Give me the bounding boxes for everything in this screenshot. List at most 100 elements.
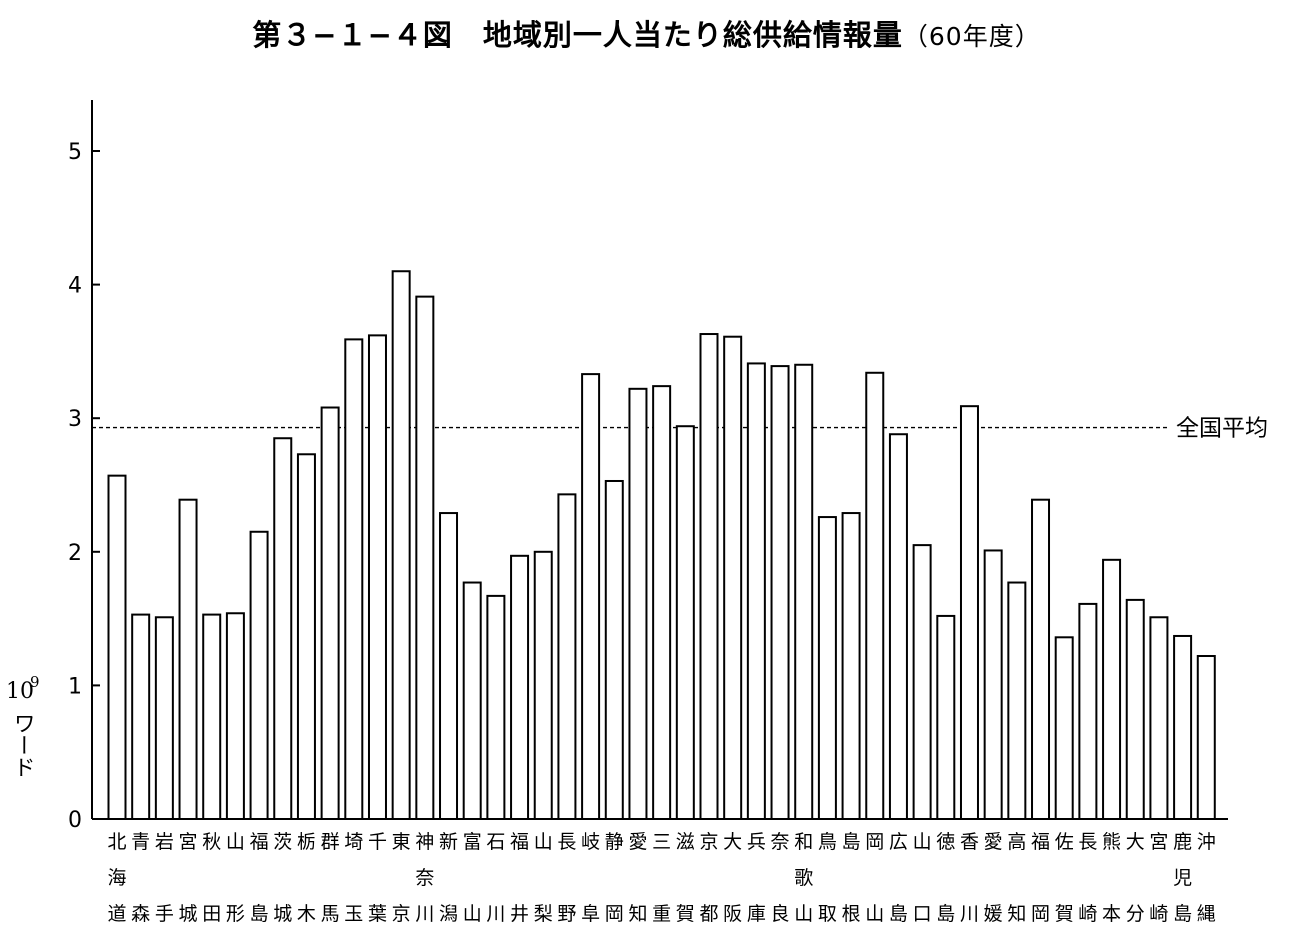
bar xyxy=(1007,581,1027,821)
x-tick-label: 山 xyxy=(226,831,245,853)
bar xyxy=(1031,498,1051,820)
x-tick-label: 兵 xyxy=(747,831,766,853)
x-tick-label: 福 xyxy=(250,831,269,853)
x-tick-label: 媛 xyxy=(984,903,1003,925)
y-unit-base: 10 xyxy=(6,679,34,704)
x-tick-label: 千 xyxy=(368,831,387,853)
x-tick-label: 福 xyxy=(510,831,529,853)
bar xyxy=(391,270,411,820)
x-tick-label: 大 xyxy=(723,831,742,853)
bar xyxy=(1173,634,1193,821)
x-tick-label: 知 xyxy=(628,903,647,925)
x-tick-label: 玉 xyxy=(344,903,363,925)
bar xyxy=(604,479,624,820)
x-tick-label: 新 xyxy=(439,831,458,853)
x-tick-label: 児 xyxy=(1173,867,1192,889)
x-tick-label: 野 xyxy=(557,903,576,925)
bar xyxy=(367,334,387,820)
bar xyxy=(841,512,861,821)
x-tick-label: 長 xyxy=(557,831,576,853)
x-tick-label: 山 xyxy=(534,831,553,853)
bar xyxy=(486,594,506,820)
x-tick-label: 群 xyxy=(321,831,340,853)
y-unit-word: ワード xyxy=(10,712,35,778)
bar xyxy=(1078,602,1098,820)
bar xyxy=(533,550,553,820)
x-tick-label: 川 xyxy=(960,903,979,925)
bar xyxy=(320,406,340,820)
x-tick-label: 岡 xyxy=(865,831,884,853)
x-tick-label: 岐 xyxy=(581,831,600,853)
bar xyxy=(107,474,127,820)
bar xyxy=(510,554,530,820)
bar xyxy=(344,338,364,820)
y-tick-label: 0 xyxy=(68,808,82,833)
x-tick-label: 海 xyxy=(107,867,126,889)
y-tick-label: 4 xyxy=(68,274,82,299)
x-tick-label: 崎 xyxy=(1078,903,1097,925)
x-tick-label: 口 xyxy=(913,903,932,925)
bar xyxy=(675,425,695,820)
chart-title: 第３−１−４図 地域別一人当たり総供給情報量（60年度） xyxy=(0,12,1293,54)
x-tick-label: 重 xyxy=(652,903,671,925)
x-tick-label: 東 xyxy=(392,831,411,853)
bar xyxy=(415,295,435,820)
x-tick-label: 島 xyxy=(250,903,269,925)
x-tick-label: 田 xyxy=(202,903,221,925)
x-tick-label: 手 xyxy=(155,903,174,925)
x-tick-label: 京 xyxy=(392,903,411,925)
x-tick-label: 梨 xyxy=(534,903,553,925)
x-tick-label: 根 xyxy=(842,903,861,925)
x-tick-labels: 北海道青森岩手宮城秋田山形福島茨城栃木群馬埼玉千葉東京神奈川新潟富山石川福井山梨… xyxy=(107,831,1215,925)
bar xyxy=(557,493,577,820)
bar xyxy=(154,616,174,820)
x-tick-label: 庫 xyxy=(747,903,766,925)
bar xyxy=(888,433,908,820)
bar xyxy=(1054,636,1074,821)
bar xyxy=(628,387,648,820)
bar xyxy=(439,512,459,821)
x-tick-label: 本 xyxy=(1102,903,1121,925)
x-tick-label: 知 xyxy=(1007,903,1026,925)
x-tick-label: 奈 xyxy=(771,831,790,853)
bar xyxy=(746,362,766,820)
x-tick-label: 岡 xyxy=(605,903,624,925)
x-tick-label: 阪 xyxy=(723,903,742,925)
bar xyxy=(1125,598,1145,820)
x-tick-label: 取 xyxy=(818,903,837,925)
x-tick-label: 沖 xyxy=(1197,831,1216,853)
x-tick-label: 城 xyxy=(179,903,198,925)
bars xyxy=(107,270,1216,821)
x-tick-label: 福 xyxy=(1031,831,1050,853)
x-tick-label: 和 xyxy=(794,831,813,853)
x-tick-label: 大 xyxy=(1126,831,1145,853)
x-tick-label: 滋 xyxy=(676,831,695,853)
bar xyxy=(865,371,885,820)
x-tick-label: 潟 xyxy=(439,903,458,925)
x-tick-label: 奈 xyxy=(415,867,434,889)
x-tick-label: 歌 xyxy=(794,867,813,889)
x-tick-label: 静 xyxy=(605,831,624,853)
chart-title-main: 第３−１−４図 地域別一人当たり総供給情報量 xyxy=(252,18,903,52)
x-tick-label: 良 xyxy=(771,903,790,925)
x-tick-label: 高 xyxy=(1007,831,1026,853)
bar xyxy=(652,385,672,820)
x-tick-label: 広 xyxy=(889,831,908,853)
x-tick-label: 石 xyxy=(486,831,505,853)
bar xyxy=(817,516,837,821)
y-unit-exponent: 9 xyxy=(30,673,40,691)
x-tick-label: 縄 xyxy=(1197,903,1216,925)
x-tick-label: 秋 xyxy=(202,831,221,853)
national-average-label: 全国平均 xyxy=(1176,416,1268,442)
bar xyxy=(1149,616,1169,820)
x-tick-label: 北 xyxy=(107,831,126,853)
bar xyxy=(273,437,293,820)
x-tick-label: 香 xyxy=(960,831,979,853)
x-tick-label: 島 xyxy=(842,831,861,853)
bar xyxy=(723,335,743,820)
y-tick-label: 5 xyxy=(68,140,82,165)
x-tick-label: 愛 xyxy=(628,831,647,853)
bar xyxy=(581,373,601,820)
x-tick-label: 愛 xyxy=(984,831,1003,853)
